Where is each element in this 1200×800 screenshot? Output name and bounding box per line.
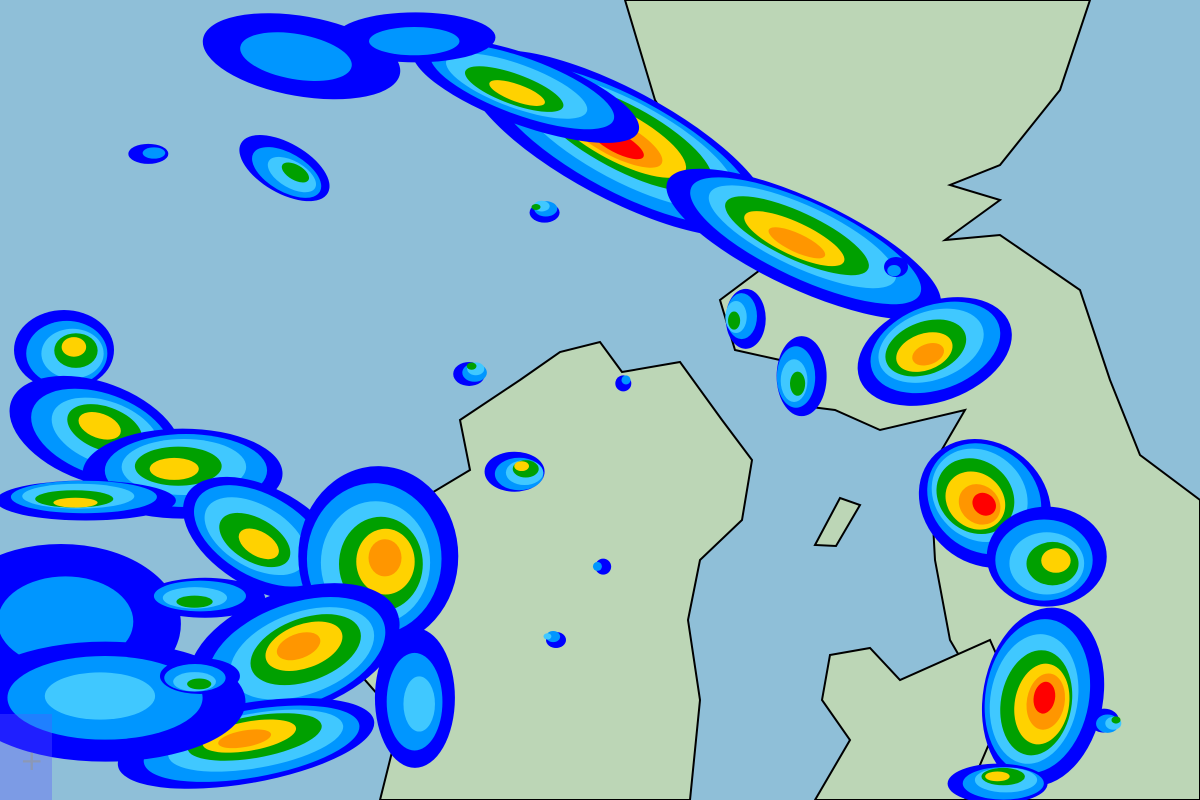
rain-cell (0, 480, 176, 521)
rain-intensity-4 (61, 337, 87, 357)
rain-intensity-1 (621, 375, 631, 385)
rain-cell (615, 375, 632, 392)
rain-intensity-2 (44, 672, 156, 720)
rain-intensity-4 (1041, 548, 1071, 573)
rain-cell (884, 257, 909, 278)
rain-cell (374, 627, 455, 768)
rain-intensity-1 (887, 264, 901, 277)
rain-cell (666, 168, 941, 320)
rain-cell (183, 476, 347, 602)
rain-intensity-5 (218, 729, 272, 749)
rain-intensity-5 (276, 632, 321, 661)
rain-cell (776, 336, 827, 417)
rain-layer (0, 12, 1122, 800)
rain-cell (1089, 708, 1122, 733)
rain-cell (239, 135, 330, 202)
rain-cell (484, 451, 545, 492)
rain-intensity-4 (238, 528, 279, 560)
rain-intensity-3 (176, 595, 213, 608)
rain-intensity-4 (985, 771, 1010, 782)
rain-intensity-6 (1033, 681, 1056, 714)
rain-cell (453, 361, 487, 386)
rain-cell (981, 607, 1105, 787)
rain-intensity-4 (149, 457, 199, 480)
rain-intensity-3 (187, 678, 212, 690)
rain-intensity-1 (592, 561, 602, 571)
rain-intensity-3 (281, 162, 310, 183)
rain-intensity-3 (531, 203, 541, 211)
rain-intensity-5 (912, 343, 945, 366)
locate-control[interactable]: + (0, 714, 52, 800)
rain-cell (145, 577, 266, 618)
rain-cell (14, 310, 115, 391)
rain-intensity-1 (142, 147, 166, 159)
rain-intensity-1 (369, 27, 460, 56)
rain-cell (857, 297, 1012, 406)
rain-cell (188, 583, 400, 719)
rain-intensity-5 (368, 539, 402, 577)
rain-intensity-3 (1111, 716, 1121, 724)
rain-intensity-4 (514, 461, 529, 472)
rain-cell (159, 658, 240, 695)
rain-intensity-5 (768, 227, 826, 259)
rain-cell (725, 288, 766, 349)
rain-intensity-1 (240, 32, 352, 81)
rain-intensity-4 (489, 80, 545, 106)
plus-icon: + (20, 744, 44, 777)
rain-intensity-3 (728, 311, 741, 330)
rain-intensity-3 (466, 362, 477, 370)
isle-of-man (813, 496, 862, 548)
rain-intensity-6 (972, 492, 996, 516)
rain-cell (335, 12, 496, 63)
rain-cell (412, 37, 640, 143)
rain-intensity-4 (78, 412, 121, 440)
rain-cell (592, 558, 612, 575)
rain-cell (529, 200, 560, 223)
rain-cell (947, 763, 1048, 800)
rain-intensity-2 (403, 676, 435, 732)
rain-cell (543, 631, 566, 648)
rain-intensity-2 (543, 633, 552, 640)
rain-intensity-3 (790, 371, 806, 396)
rain-cell (986, 506, 1107, 607)
rain-cell (128, 143, 169, 164)
rain-intensity-4 (53, 497, 98, 508)
